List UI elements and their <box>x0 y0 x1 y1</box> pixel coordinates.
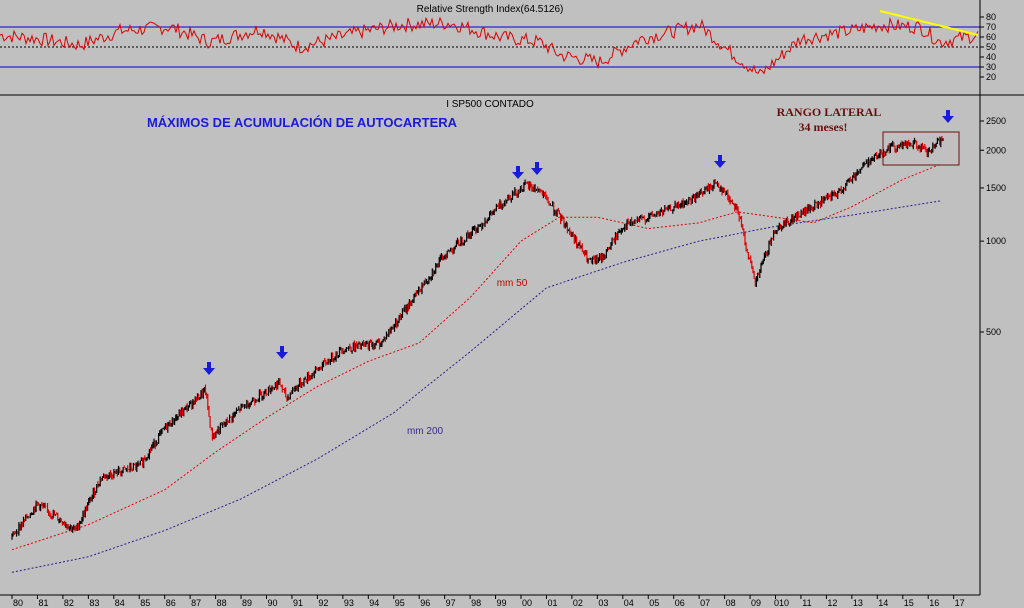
rsi-tick-label: 40 <box>986 52 996 62</box>
price-tick-label: 1000 <box>986 236 1006 246</box>
x-tick-label: 90 <box>267 598 277 608</box>
price-tick-label: 2000 <box>986 145 1006 155</box>
peak-arrow <box>714 155 726 168</box>
x-tick-label: 09 <box>751 598 761 608</box>
rsi-line <box>0 16 979 75</box>
x-tick-label: 86 <box>166 598 176 608</box>
rsi-trendline <box>879 10 979 36</box>
x-tick-label: 82 <box>64 598 74 608</box>
rsi-tick-label: 20 <box>986 72 996 82</box>
ma50-line <box>11 163 942 551</box>
x-tick-label: 91 <box>293 598 303 608</box>
range-label-2: 34 meses! <box>799 120 848 134</box>
x-tick-label: 94 <box>369 598 379 608</box>
x-tick-label: 00 <box>522 598 532 608</box>
x-axis: 80 81 82 83 84 85 86 87 88 89 90 91 92 93 94 95 96 97 98 99… <box>11 595 965 608</box>
x-tick-label: 92 <box>318 598 328 608</box>
x-tick-label: 88 <box>217 598 227 608</box>
peak-arrow <box>203 362 215 375</box>
rsi-tick-label: 70 <box>986 22 996 32</box>
rsi-tick-label: 80 <box>986 12 996 22</box>
x-tick-label: 01 <box>547 598 557 608</box>
x-tick-label: 08 <box>726 598 736 608</box>
x-tick-label: 13 <box>853 598 863 608</box>
price-tick-label: 500 <box>986 327 1001 337</box>
x-tick-label: 96 <box>420 598 430 608</box>
peak-arrow <box>942 110 954 123</box>
x-tick-label: 83 <box>89 598 99 608</box>
x-tick-label: 97 <box>446 598 456 608</box>
x-tick-label: 02 <box>573 598 583 608</box>
x-tick-label: 99 <box>497 598 507 608</box>
x-tick-label: 98 <box>471 598 481 608</box>
x-tick-label: 14 <box>878 598 888 608</box>
rsi-tick-label: 60 <box>986 32 996 42</box>
x-tick-label: 17 <box>955 598 965 608</box>
lateral-range-box <box>882 131 960 166</box>
peak-arrows <box>203 110 954 375</box>
x-tick-label: 16 <box>929 598 939 608</box>
x-tick-label: 85 <box>140 598 150 608</box>
x-tick-label: 06 <box>675 598 685 608</box>
x-tick-label: 05 <box>649 598 659 608</box>
x-tick-label: 04 <box>624 598 634 608</box>
price-y-axis: 2500 2000 1500 1000 500 <box>980 116 1006 337</box>
price-candles <box>11 136 944 540</box>
price-title: I SP500 CONTADO <box>446 99 534 110</box>
peak-arrow <box>276 346 288 359</box>
rsi-title: Relative Strength Index(64.5126) <box>417 4 564 15</box>
x-tick-label: 87 <box>191 598 201 608</box>
price-panel: I SP500 CONTADO MÁXIMOS DE ACUMULACIÓN D… <box>11 99 1006 573</box>
annotation-title: MÁXIMOS DE ACUMULACIÓN DE AUTOCARTERA <box>147 115 458 130</box>
price-tick-label: 1500 <box>986 183 1006 193</box>
rsi-tick-label: 30 <box>986 62 996 72</box>
x-tick-label: 95 <box>395 598 405 608</box>
x-tick-label: 07 <box>700 598 710 608</box>
peak-arrow <box>512 166 524 179</box>
x-tick-label: 12 <box>827 598 837 608</box>
x-tick-label: 03 <box>598 598 608 608</box>
x-tick-label: 80 <box>13 598 23 608</box>
x-tick-label: 15 <box>904 598 914 608</box>
x-tick-label: 84 <box>115 598 125 608</box>
x-tick-label: 81 <box>38 598 48 608</box>
peak-arrow <box>531 162 543 175</box>
price-tick-label: 2500 <box>986 116 1006 126</box>
x-tick-label: 11 <box>802 598 811 608</box>
x-tick-label: 93 <box>344 598 354 608</box>
rsi-tick-label: 50 <box>986 42 996 52</box>
x-tick-label: 89 <box>242 598 252 608</box>
ma200-label: mm 200 <box>407 426 444 437</box>
ma50-label: mm 50 <box>497 278 528 289</box>
x-tick-label: 010 <box>774 598 789 608</box>
rsi-panel: Relative Strength Index(64.5126) 8070605… <box>0 4 996 82</box>
range-label-1: RANGO LATERAL <box>777 105 882 119</box>
